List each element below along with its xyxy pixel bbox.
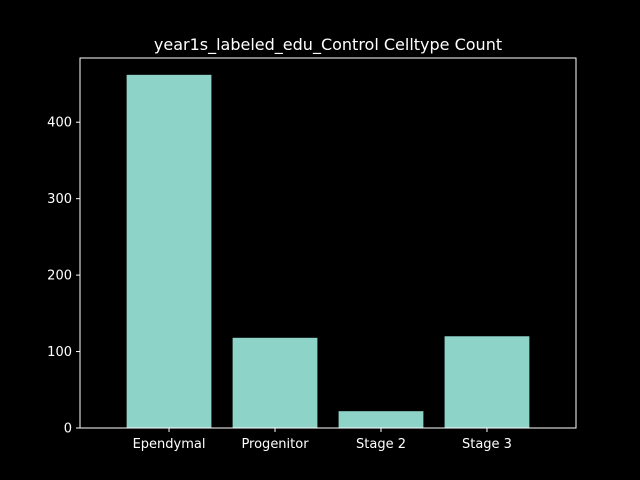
bar-stage-2 bbox=[338, 411, 424, 428]
bars-layer bbox=[126, 74, 530, 429]
bar-stage-3 bbox=[444, 336, 530, 428]
bar-ependymal bbox=[126, 74, 212, 429]
x-tick-label: Stage 3 bbox=[462, 437, 512, 452]
x-axis: Ependymal Progenitor Stage 2 Stage 3 bbox=[133, 428, 512, 452]
bar-progenitor bbox=[232, 337, 318, 428]
y-tick-label: 200 bbox=[47, 269, 72, 284]
chart-title: year1s_labeled_edu_Control Celltype Coun… bbox=[154, 35, 502, 55]
y-tick-label: 100 bbox=[47, 345, 72, 360]
y-tick-label: 400 bbox=[47, 116, 72, 131]
y-axis: 0 100 200 300 400 bbox=[47, 116, 80, 437]
plot-frame bbox=[79, 57, 577, 429]
x-tick-label: Ependymal bbox=[133, 437, 206, 452]
y-tick-label: 0 bbox=[64, 422, 72, 437]
x-tick-label: Stage 2 bbox=[356, 437, 406, 452]
x-tick-label: Progenitor bbox=[241, 437, 309, 452]
y-tick-label: 300 bbox=[47, 192, 72, 207]
